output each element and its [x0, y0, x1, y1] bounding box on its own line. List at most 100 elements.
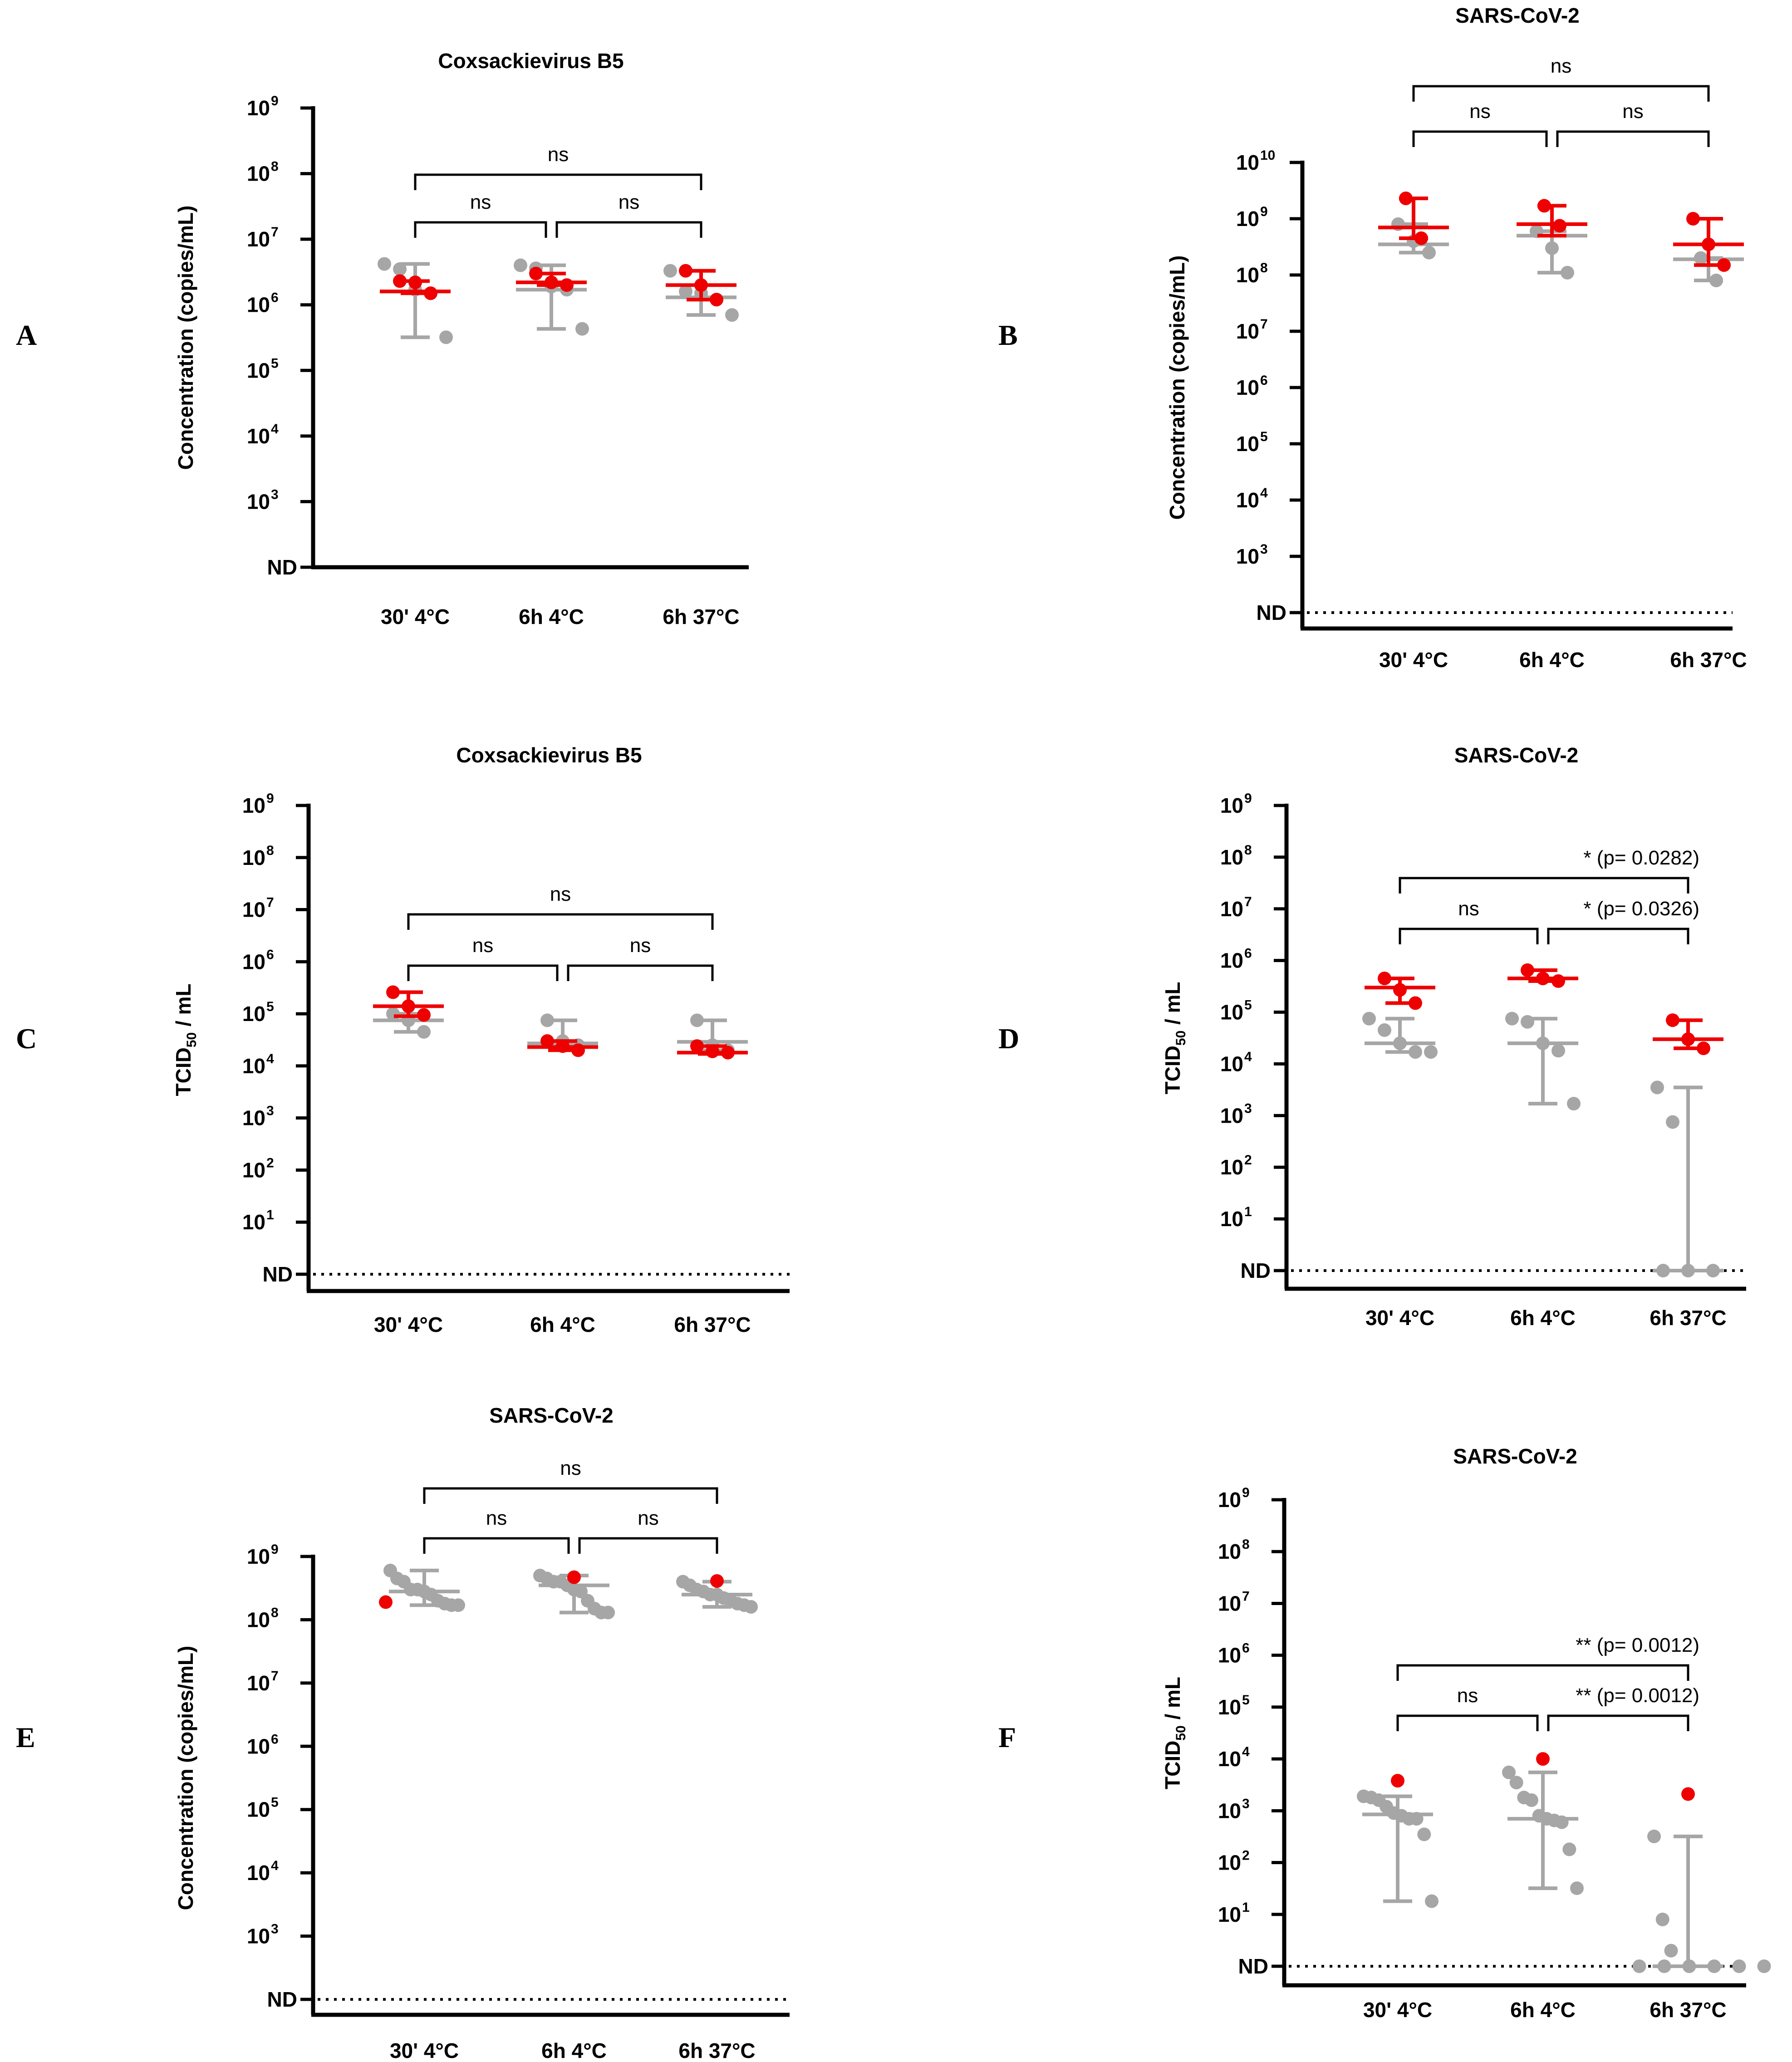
y-tick-exponent: 5	[266, 999, 274, 1014]
data-point	[571, 1043, 585, 1057]
data-point	[1536, 1036, 1550, 1051]
y-tick-label: 10	[247, 424, 270, 448]
y-tick-base: 10	[1236, 151, 1259, 174]
y-tick-label: 10	[242, 950, 265, 973]
significance-label: ns	[486, 1507, 507, 1529]
y-tick-label: 10	[247, 1798, 270, 1821]
panel-letter: C	[16, 1022, 37, 1055]
data-point	[1656, 1264, 1670, 1277]
y-tick-label: 10	[1236, 207, 1259, 231]
data-point	[1536, 972, 1550, 986]
data-point	[529, 266, 543, 280]
data-point	[1393, 1036, 1407, 1051]
data-point	[710, 293, 723, 307]
nd-label: ND	[263, 1262, 293, 1286]
data-point	[690, 1013, 704, 1027]
y-tick-label: 10	[1218, 1851, 1241, 1875]
y-tick-exponent: 5	[1242, 1693, 1250, 1708]
x-tick-label: 30' 4°C	[381, 605, 450, 628]
data-point	[1681, 1787, 1695, 1801]
y-tick-base: 10	[1220, 1001, 1243, 1024]
significance-label: ns	[472, 934, 493, 957]
chart-title: SARS-CoV-2	[1453, 1444, 1577, 1468]
y-axis-title-tail: / mL	[1161, 982, 1184, 1030]
significance-bracket	[414, 221, 547, 238]
y-tick-exponent: 9	[1244, 791, 1252, 806]
chart-title: SARS-CoV-2	[1454, 743, 1578, 767]
y-tick-base: 10	[242, 1210, 265, 1234]
y-tick-label: 10	[1220, 1001, 1243, 1024]
y-tick-base: 10	[1236, 207, 1259, 231]
y-tick-exponent: 3	[1244, 1101, 1252, 1116]
y-axis-title: Concentration (copies/mL)	[1165, 255, 1189, 520]
y-tick-label: 10	[242, 1210, 265, 1234]
y-tick-base: 10	[1220, 1052, 1243, 1075]
nd-label: ND	[267, 555, 297, 579]
y-tick-exponent: 8	[1242, 1537, 1250, 1552]
y-tick-exponent: 7	[266, 895, 274, 910]
y-tick-base: 10	[1236, 488, 1259, 512]
data-point	[1686, 212, 1700, 226]
significance-label: ns	[470, 191, 491, 213]
y-tick-label: 10	[247, 1861, 270, 1885]
y-tick-base: 10	[247, 490, 270, 513]
data-point	[1570, 1881, 1584, 1895]
significance-bracket	[1396, 1664, 1689, 1681]
data-point	[1378, 972, 1391, 986]
data-point	[1417, 1827, 1431, 1841]
data-point	[540, 1013, 554, 1027]
y-tick-label: 10	[242, 846, 265, 869]
significance-bracket	[423, 1537, 570, 1554]
data-point	[1536, 1752, 1550, 1766]
y-tick-base: 10	[247, 1861, 270, 1885]
y-tick-base: 10	[242, 950, 265, 973]
y-tick-label: 10	[247, 1734, 270, 1758]
y-tick-base: 10	[247, 1798, 270, 1821]
y-axis-title-subscript: 50	[1173, 1031, 1188, 1046]
data-point	[379, 1595, 393, 1609]
y-tick-base: 10	[247, 1671, 270, 1695]
y-tick-label: 10	[242, 1158, 265, 1182]
y-axis-title-subscript: 50	[184, 1032, 199, 1047]
data-point	[1409, 1045, 1422, 1059]
x-tick-label: 6h 37°C	[1670, 648, 1747, 672]
y-tick-base: 10	[242, 846, 265, 869]
y-tick-exponent: 4	[266, 1051, 274, 1066]
significance-bracket	[567, 964, 714, 981]
panel-letter: E	[16, 1721, 35, 1753]
data-point	[725, 308, 739, 322]
y-tick-label: 10	[242, 794, 265, 817]
data-point	[1666, 1115, 1679, 1129]
x-tick-label: 6h 4°C	[1510, 1998, 1576, 2022]
y-tick-label: 10	[247, 1925, 270, 1948]
data-point	[1561, 265, 1574, 280]
y-tick-exponent: 9	[1242, 1485, 1250, 1500]
data-point	[545, 275, 558, 290]
y-tick-base: 10	[1220, 1155, 1243, 1179]
panel-letter: A	[16, 319, 37, 351]
significance-label: ns	[548, 143, 569, 166]
y-tick-label: 10	[1220, 794, 1243, 817]
x-tick-label: 6h 4°C	[519, 605, 584, 628]
y-axis-title-main: Concentration (copies/mL)	[174, 1646, 197, 1910]
data-point	[378, 257, 391, 271]
significance-bracket	[578, 1537, 718, 1554]
y-tick-label: 10	[1236, 376, 1259, 399]
panel-letter: F	[998, 1721, 1016, 1753]
y-tick-label: 10	[1220, 1052, 1243, 1075]
y-tick-exponent: 8	[1260, 260, 1268, 275]
data-point	[1393, 983, 1407, 997]
y-tick-exponent: 8	[266, 843, 274, 858]
significance-label: ns	[550, 883, 571, 905]
y-axis-title-main: TCID	[1161, 1046, 1184, 1094]
data-point	[1681, 1264, 1695, 1277]
nd-label: ND	[1257, 601, 1286, 624]
y-tick-label: 10	[247, 1608, 270, 1631]
significance-bracket	[1399, 928, 1539, 944]
significance-label: ns	[1457, 1684, 1478, 1707]
panel-a: A Coxsackievirus B5 Concentration (copies/…	[16, 49, 749, 628]
data-point	[560, 278, 574, 292]
y-axis-title-tail: / mL	[1161, 1677, 1184, 1725]
